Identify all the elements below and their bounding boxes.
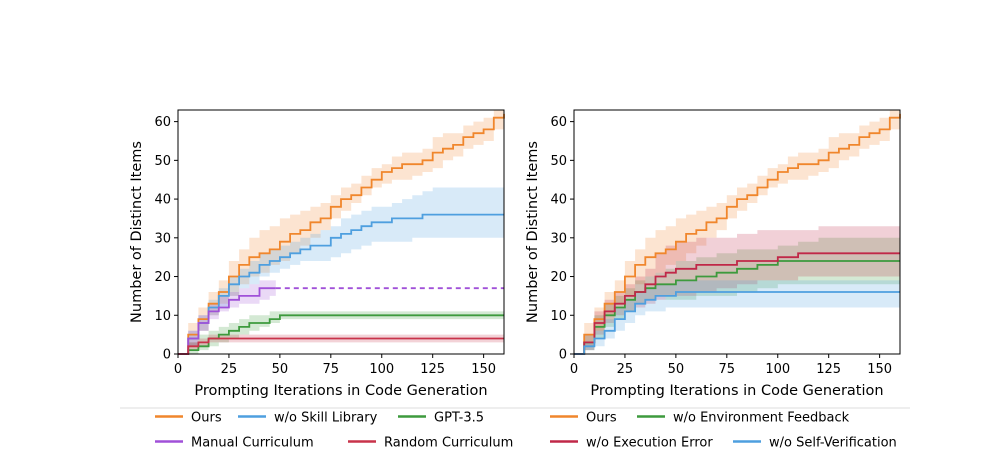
left-x-axis-label: Prompting Iterations in Code Generation (194, 383, 487, 399)
right-band-ours (574, 110, 900, 354)
left-x-tick-label: 0 (174, 362, 182, 377)
left-band-manual-curriculum (178, 280, 276, 354)
right-y-tick-label: 60 (550, 115, 567, 130)
legend-item-random-curriculum: Random Curriculum (348, 436, 513, 451)
legend-label: Random Curriculum (384, 436, 513, 451)
right-x-tick-label: 0 (570, 362, 578, 377)
right-y-tick-label: 0 (559, 348, 567, 363)
left-y-tick-label: 30 (154, 231, 171, 246)
right-band-w-o-environment-feedback (574, 237, 900, 354)
right-x-tick-label: 25 (617, 362, 634, 377)
legend-item-ours: Ours (550, 411, 617, 426)
left-y-tick-label: 60 (154, 115, 171, 130)
left-plot-frame (177, 109, 505, 355)
left-line-random-curriculum (178, 337, 504, 355)
right-x-tick-label: 50 (668, 362, 685, 377)
legend-label: w/o Skill Library (274, 411, 378, 426)
left-chart: 0 25 50 75 100 125 150 0 10 20 30 40 50 60 Prompting… (129, 109, 505, 399)
right-y-tick-label: 30 (550, 231, 567, 246)
legend-label: w/o Execution Error (586, 436, 713, 451)
legend-item-manual-curriculum: Manual Curriculum (155, 436, 314, 451)
legend-item-w-o-environment-feedback: w/o Environment Feedback (637, 411, 850, 426)
left-band-gpt-3-5 (178, 311, 504, 354)
left-x-tick-label: 100 (369, 362, 394, 377)
left-line-gpt-3-5 (178, 314, 504, 355)
right-y-tick-label: 20 (550, 270, 567, 285)
right-x-tick-label: 100 (765, 362, 790, 377)
legend-label: Manual Curriculum (191, 436, 314, 451)
left-y-tick-label: 20 (154, 270, 171, 285)
right-x-tick-label: 125 (816, 362, 841, 377)
right-chart: 0 25 50 75 100 125 150 0 10 20 30 40 50 60 Prompting… (525, 109, 901, 399)
left-x-tick-label: 25 (221, 362, 238, 377)
left-line-ours (178, 113, 505, 355)
legend-label: w/o Environment Feedback (673, 411, 850, 426)
right-legend: Ours w/o Environment Feedback w/o Executio… (550, 411, 897, 451)
left-x-tick-label: 50 (272, 362, 289, 377)
left-band-ours (178, 110, 504, 354)
right-y-axis-label: Number of Distinct Items (525, 141, 541, 323)
legend-label: Ours (586, 411, 617, 426)
right-x-tick-label: 150 (867, 362, 892, 377)
legend-label: Ours (191, 411, 222, 426)
right-y-tick-label: 10 (550, 309, 567, 324)
left-x-tick-label: 150 (471, 362, 496, 377)
left-y-tick-label: 10 (154, 309, 171, 324)
right-line-ours (574, 113, 901, 355)
left-x-tick-label: 125 (420, 362, 445, 377)
legend-item-w-o-execution-error: w/o Execution Error (550, 436, 713, 451)
left-line-manual-curriculum (178, 287, 276, 355)
legend-item-w-o-self-verification: w/o Self-Verification (733, 436, 897, 451)
left-band-random-curriculum (178, 334, 504, 354)
legend-item-gpt-3-5: GPT-3.5 (398, 411, 484, 426)
right-y-tick-label: 50 (550, 154, 567, 169)
left-y-tick-label: 40 (154, 193, 171, 208)
right-line-w-o-execution-error (574, 252, 900, 355)
right-line-w-o-self-verification (574, 291, 900, 355)
left-y-tick-label: 50 (154, 154, 171, 169)
right-band-w-o-execution-error (574, 226, 900, 354)
right-plot-frame (573, 109, 901, 355)
left-y-tick-label: 0 (163, 348, 171, 363)
right-x-axis-label: Prompting Iterations in Code Generation (590, 383, 883, 399)
legend-item-w-o-skill-library: w/o Skill Library (238, 411, 378, 426)
left-line-w-o-skill-library (178, 213, 504, 355)
legend-label: GPT-3.5 (434, 411, 484, 426)
left-x-tick-label: 75 (323, 362, 340, 377)
left-legend: Ours w/o Skill Library GPT-3.5 Manual Curri… (155, 411, 513, 451)
left-band-w-o-skill-library (178, 187, 504, 354)
right-x-tick-label: 75 (719, 362, 736, 377)
legend-item-ours: Ours (155, 411, 222, 426)
right-y-tick-label: 40 (550, 193, 567, 208)
legend-label: w/o Self-Verification (769, 436, 897, 451)
left-y-axis-label: Number of Distinct Items (129, 141, 145, 323)
